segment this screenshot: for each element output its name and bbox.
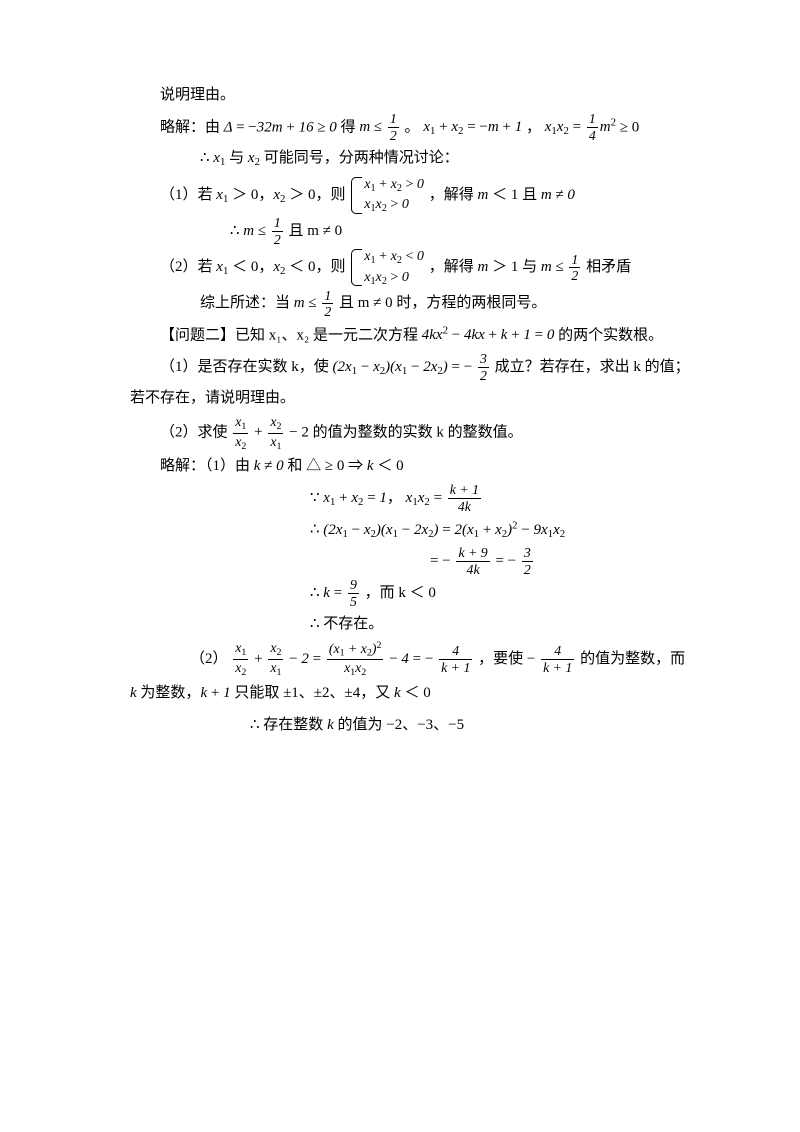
brace-case2: x1 + x2 < 0 x1x2 > 0 — [349, 247, 425, 288]
line-q2-1: （1）是否存在实数 k，使 (2x1 − x2)(x1 − 2x2) = − 3… — [130, 352, 690, 384]
line-q2-intro: 【问题二】已知 x₁、x₂ 是一元二次方程 4kx2 − 4kx + k + 1… — [130, 320, 690, 352]
page: 说明理由。 略解：由 Δ = −32m + 16 ≥ 0 得 m ≤ 12 。 … — [0, 0, 800, 1132]
math-sum: x1 + x2 = −m + 1 — [423, 119, 522, 135]
math-prod: x1x2 = 14m2 — [545, 119, 620, 135]
line-sol-p2: （2） x1x2 + x2x1 − 2 = (x1 + x2)2x1x2 − 4… — [130, 641, 690, 678]
line-q2-1b: 若不存在，请说明理由。 — [130, 383, 690, 415]
math-delta: Δ = −32m + 16 ≥ 0 — [224, 119, 337, 135]
line-shuoming: 说明理由。 — [130, 80, 690, 112]
line-case1-result: ∴ m ≤ 12 且 m ≠ 0 — [130, 216, 690, 248]
txt-ge0: ≥ 0 — [620, 119, 639, 135]
m-le-half-1: m ≤ 12 — [359, 119, 404, 135]
txt: ， — [526, 119, 541, 135]
line-therefore-same-sign: ∴ x1 与 x2 可能同号，分两种情况讨论： — [130, 143, 690, 175]
line-q2-2: （2）求使 x1x2 + x2x1 − 2 的值为整数的实数 k 的整数值。 — [130, 415, 690, 451]
line-final: ∴ 存在整数 k 的值为 −2、−3、−5 — [130, 710, 690, 742]
brace-case1: x1 + x2 > 0 x1x2 > 0 — [349, 175, 425, 216]
brace-row: x1 + x2 > 0 — [363, 175, 425, 196]
line-k-int: k 为整数，k + 1 只能取 ±1、±2、±4，又 k ＜ 0 — [130, 678, 690, 710]
brace-row: x1 + x2 < 0 — [363, 247, 425, 268]
line-sol-k: ∴ k = 95 ，而 k ＜ 0 — [130, 578, 690, 610]
line-case1: （1）若 x1 ＞ 0，x2 ＞ 0，则 x1 + x2 > 0 x1x2 > … — [130, 175, 690, 216]
line-sol-because: ∵ x1 + x2 = 1， x1x2 = k + 14k — [130, 483, 690, 515]
line-sol-noexist: ∴ 不存在。 — [130, 609, 690, 641]
line-case2: （2）若 x1 ＜ 0，x2 ＜ 0，则 x1 + x2 < 0 x1x2 > … — [130, 247, 690, 288]
line-summary: 综上所述：当 m ≤ 12 且 m ≠ 0 时，方程的两根同号。 — [130, 288, 690, 320]
line-sol-therefore1: ∴ (2x1 − x2)(x1 − 2x2) = 2(x1 + x2)2 − 9… — [130, 514, 690, 546]
line-sol-1: 略解：（1）由 k ≠ 0 和 △ ≥ 0 ⇒ k ＜ 0 — [130, 451, 690, 483]
line-luejie-1: 略解：由 Δ = −32m + 16 ≥ 0 得 m ≤ 12 。 x1 + x… — [130, 112, 690, 144]
txt: 。 — [405, 119, 424, 135]
txt: 略解：由 — [160, 119, 224, 135]
brace-row: x1x2 > 0 — [363, 268, 425, 289]
line-sol-eq2: = − k + 94k = − 32 — [130, 546, 690, 578]
txt: 得 — [341, 119, 360, 135]
brace-row: x1x2 > 0 — [363, 195, 425, 216]
